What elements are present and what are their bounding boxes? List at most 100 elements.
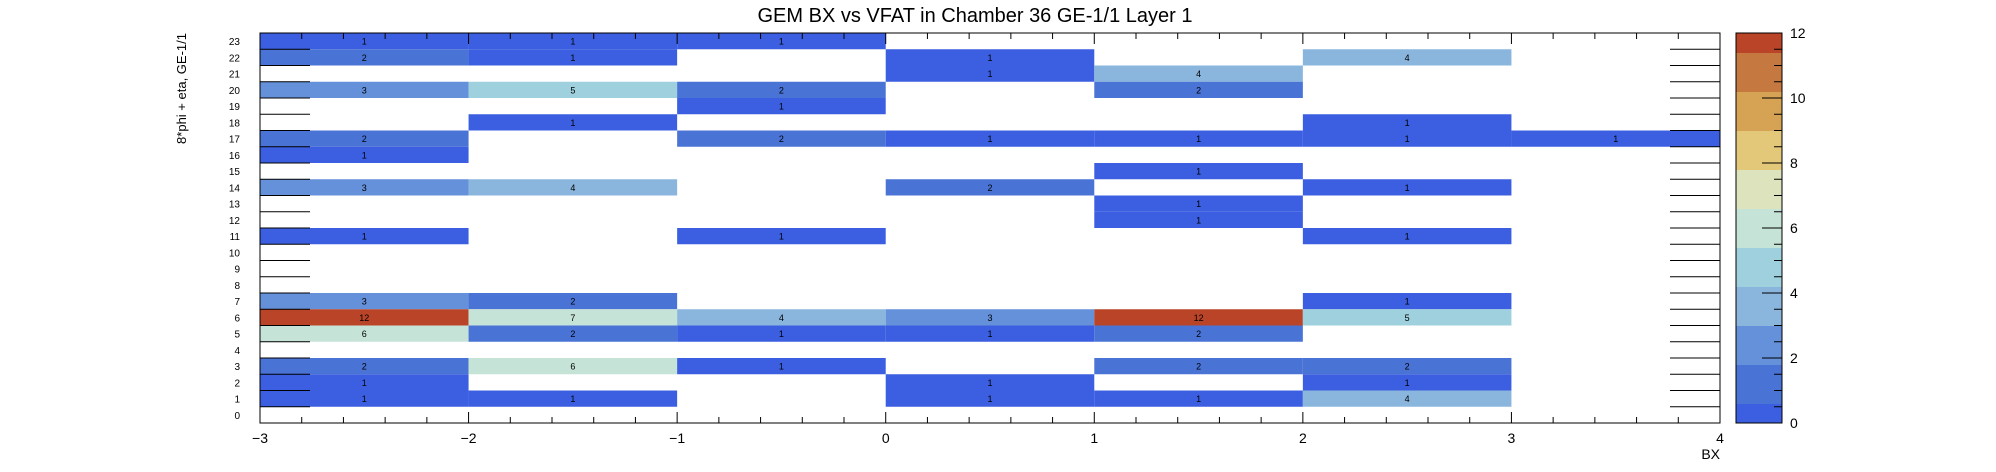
y-tick-label: 23: [229, 37, 241, 48]
heatmap-cell: [1302, 390, 1512, 407]
x-tick-label: 3: [1508, 430, 1516, 446]
colorbar-band: [1736, 403, 1782, 424]
heatmap-cell: [468, 81, 678, 98]
cell-value-label: 1: [362, 150, 367, 160]
colorbar-band: [1736, 72, 1782, 92]
x-tick-label: 2: [1299, 430, 1307, 446]
cell-value-label: 4: [1405, 394, 1410, 404]
cell-value-label: 2: [362, 53, 367, 63]
cell-value-label: 1: [1405, 118, 1410, 128]
cell-value-label: 1: [362, 232, 367, 242]
cell-value-label: 1: [987, 69, 992, 79]
cell-value-label: 1: [1196, 215, 1201, 225]
cell-value-label: 1: [779, 232, 784, 242]
heatmap-cell: [885, 49, 1095, 66]
cell-value-label: 1: [987, 53, 992, 63]
cell-value-label: 2: [779, 134, 784, 144]
heatmap-cell: [260, 228, 469, 245]
colorbar-tick-label: 8: [1790, 155, 1798, 171]
colorbar-band: [1736, 286, 1782, 307]
y-tick-label: 17: [229, 135, 241, 146]
heatmap-cell: [677, 228, 886, 245]
heatmap-cell: [1302, 179, 1512, 196]
heatmap-cell: [1302, 49, 1512, 66]
colorbar-band: [1736, 52, 1782, 73]
y-tick-label: 5: [234, 330, 240, 341]
cell-value-label: 5: [1405, 313, 1410, 323]
heatmap-cell: [885, 390, 1095, 407]
cell-value-label: 5: [570, 85, 575, 95]
cell-value-label: 1: [1613, 134, 1618, 144]
heatmap-cell: [260, 179, 469, 196]
x-tick-label: 4: [1716, 430, 1724, 446]
colorbar-band: [1736, 208, 1782, 229]
heatmap-cell: [677, 309, 886, 326]
colorbar-band: [1736, 384, 1782, 404]
heatmap-cell: [260, 130, 469, 147]
heatmap-cell: [260, 146, 469, 163]
heatmap-cell: [1094, 65, 1303, 82]
heatmap-cell: [885, 65, 1095, 82]
y-tick-label: 18: [229, 118, 241, 129]
y-tick-label: 14: [229, 183, 241, 194]
heatmap-cell: [885, 374, 1095, 391]
y-tick-label: 13: [229, 200, 241, 211]
heatmap-cell: [1094, 309, 1303, 326]
cell-value-label: 12: [359, 313, 369, 323]
heatmap-cell: [1302, 114, 1512, 131]
colorbar-band: [1736, 345, 1782, 365]
y-tick-label: 10: [229, 248, 241, 259]
heatmap-cell: [1302, 130, 1512, 147]
heatmap-cell: [1302, 293, 1512, 310]
y-tick-label: 7: [234, 297, 240, 308]
cell-value-label: 2: [570, 329, 575, 339]
x-axis-label: BX: [1701, 446, 1720, 462]
cell-value-label: 2: [1405, 362, 1410, 372]
heatmap-cell: [468, 179, 678, 196]
heatmap-cell: [260, 33, 469, 50]
heatmap-cell: [677, 325, 886, 342]
colorbar-band: [1736, 267, 1782, 287]
colorbar-tick-label: 10: [1790, 90, 1806, 106]
cell-value-label: 1: [1405, 378, 1410, 388]
cell-value-label: 7: [570, 313, 575, 323]
colorbar-band: [1736, 169, 1782, 190]
colorbar-tick-label: 12: [1790, 25, 1806, 41]
cell-value-label: 4: [570, 183, 575, 193]
heatmap-cell: [468, 114, 678, 131]
colorbar-band: [1736, 364, 1782, 385]
y-tick-label: 19: [229, 102, 241, 113]
y-tick-label: 1: [234, 395, 240, 406]
heatmap-cell: [1094, 211, 1303, 228]
heatmap-cell: [1302, 358, 1512, 375]
cell-value-label: 1: [362, 394, 367, 404]
cell-value-label: 3: [362, 183, 367, 193]
x-tick-label: −2: [461, 430, 477, 446]
cell-value-label: 12: [1194, 313, 1204, 323]
colorbar-tick-label: 6: [1790, 220, 1798, 236]
heatmap-cell: [677, 33, 886, 50]
y-tick-label: 8: [234, 281, 240, 292]
y-tick-label: 4: [234, 346, 240, 357]
x-tick-label: −3: [252, 430, 268, 446]
heatmap-cell: [260, 81, 469, 98]
heatmap-cell: [1302, 309, 1512, 326]
x-tick-label: 0: [882, 430, 890, 446]
cell-value-label: 1: [987, 329, 992, 339]
heatmap-cell: [468, 325, 678, 342]
heatmap-cell: [468, 358, 678, 375]
heatmap-cell: [885, 309, 1095, 326]
x-tick-label: −1: [669, 430, 685, 446]
heatmap-cell: [260, 358, 469, 375]
y-tick-label: 2: [234, 378, 240, 389]
colorbar-band: [1736, 306, 1782, 326]
colorbar-band: [1736, 325, 1782, 346]
cell-value-label: 1: [1196, 199, 1201, 209]
heatmap-cell: [677, 130, 886, 147]
heatmap-cell: [468, 49, 678, 66]
heatmap-cell: [468, 309, 678, 326]
y-tick-label: 22: [229, 53, 241, 64]
heatmap-cell: [468, 33, 678, 50]
